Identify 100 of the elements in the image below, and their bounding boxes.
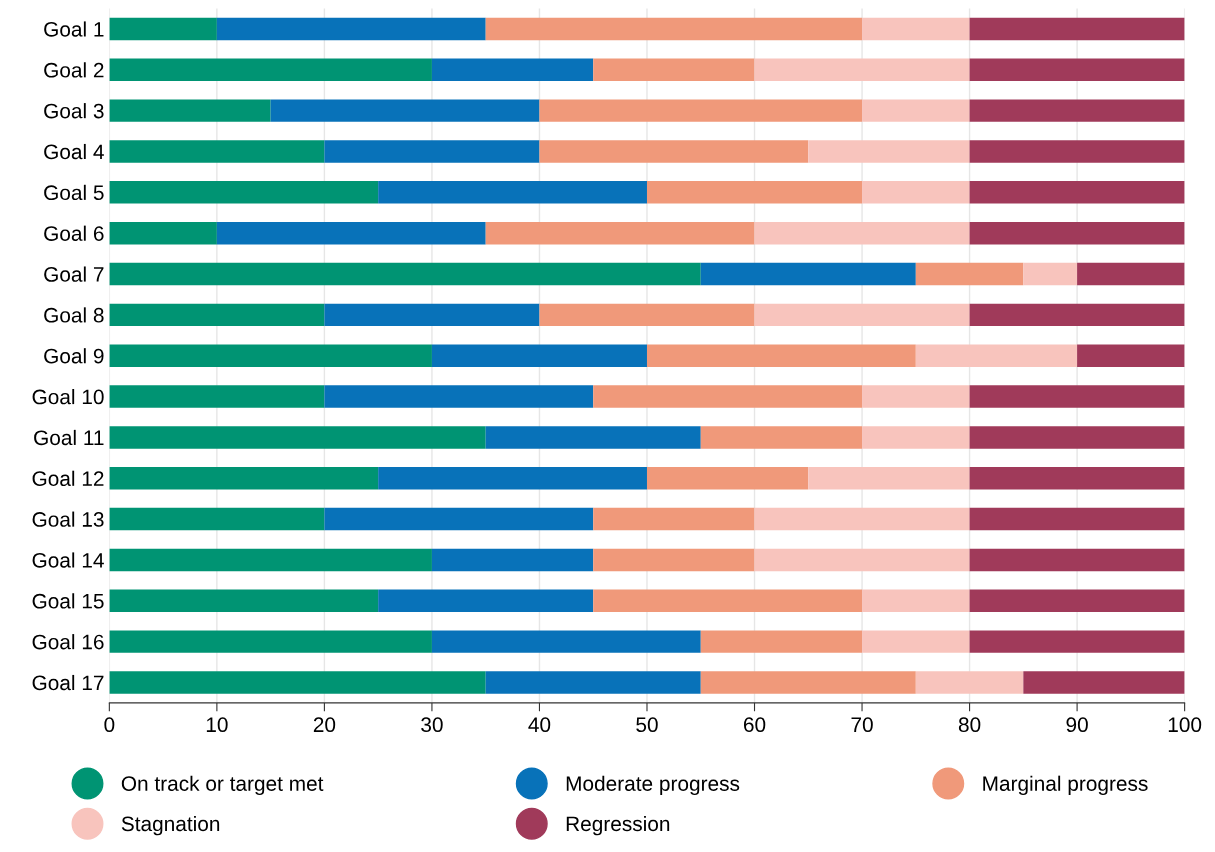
y-tick-label: Goal 10 xyxy=(32,389,104,405)
bar xyxy=(969,99,1185,122)
y-tick-label: Goal 13 xyxy=(32,511,104,527)
bar xyxy=(431,344,647,367)
bar xyxy=(969,507,1185,531)
bar xyxy=(969,630,1185,653)
bar xyxy=(539,140,809,163)
bar xyxy=(969,181,1185,204)
legend-label: Marginal progress xyxy=(983,775,1148,796)
bar xyxy=(969,467,1185,490)
bar xyxy=(1077,344,1185,367)
bar xyxy=(485,426,701,449)
bar xyxy=(109,630,432,653)
x-tick-label: 80 xyxy=(958,717,981,733)
bar xyxy=(431,58,594,82)
bar xyxy=(1023,262,1078,286)
bar xyxy=(862,99,970,122)
bar xyxy=(700,426,863,449)
bar xyxy=(109,589,379,613)
x-tick-label: 20 xyxy=(313,717,336,733)
bar xyxy=(431,630,701,653)
x-tick-label: 30 xyxy=(421,717,443,733)
bar xyxy=(485,221,755,245)
legend-label: Stagnation xyxy=(121,815,220,836)
bar xyxy=(862,385,970,408)
bar xyxy=(324,385,594,408)
bar xyxy=(969,385,1185,408)
bar xyxy=(378,589,594,613)
bar xyxy=(485,17,863,41)
x-tick-label: 50 xyxy=(636,717,658,733)
bar xyxy=(915,344,1078,367)
bar xyxy=(593,385,863,408)
y-tick-label: Goal 1 xyxy=(44,21,104,37)
bar xyxy=(754,221,970,245)
bar xyxy=(969,426,1185,449)
bar xyxy=(808,140,970,163)
bar xyxy=(216,17,486,41)
bar xyxy=(646,467,809,490)
legend-label: Moderate progress xyxy=(566,775,740,796)
bar xyxy=(378,467,647,490)
bar xyxy=(808,467,970,490)
bar xyxy=(109,426,486,449)
bar xyxy=(969,221,1185,245)
y-tick-label: Goal 7 xyxy=(44,266,104,282)
bar xyxy=(593,58,755,82)
bar xyxy=(969,548,1185,572)
bar xyxy=(109,262,701,286)
x-tick-label: 70 xyxy=(851,717,873,733)
bar xyxy=(862,589,970,613)
bar xyxy=(700,630,863,653)
bar xyxy=(754,507,970,531)
bar xyxy=(109,548,432,572)
y-tick-label: Goal 12 xyxy=(32,470,104,486)
bar xyxy=(109,344,432,367)
bar xyxy=(324,303,540,327)
bar xyxy=(1023,671,1185,694)
bar xyxy=(109,99,271,122)
bar xyxy=(862,17,970,41)
bar xyxy=(969,17,1185,41)
bar xyxy=(109,17,217,41)
x-tick-label: 100 xyxy=(1168,717,1202,733)
y-tick-label: Goal 15 xyxy=(32,593,104,609)
y-tick-label: Goal 9 xyxy=(44,348,104,364)
bar xyxy=(969,303,1185,327)
bar xyxy=(539,303,755,327)
bar xyxy=(593,589,863,613)
bar xyxy=(324,507,594,531)
y-tick-label: Goal 6 xyxy=(44,225,104,241)
bar xyxy=(1077,262,1185,286)
bar xyxy=(862,181,970,204)
bar xyxy=(431,548,594,572)
bar xyxy=(270,99,540,122)
bar xyxy=(754,303,970,327)
bar xyxy=(109,303,325,327)
bar xyxy=(700,262,916,286)
bar xyxy=(862,426,970,449)
y-tick-label: Goal 11 xyxy=(34,429,104,446)
x-tick-label: 40 xyxy=(528,717,551,733)
y-tick-label: Goal 14 xyxy=(32,552,104,568)
bar xyxy=(969,589,1185,613)
bar xyxy=(754,548,970,572)
bar xyxy=(593,507,755,531)
legend-label: On track or target met xyxy=(121,775,324,796)
bar xyxy=(969,58,1185,82)
bar xyxy=(109,671,486,694)
y-tick-label: Goal 2 xyxy=(44,62,104,78)
y-tick-label: Goal 8 xyxy=(44,307,104,323)
bar xyxy=(915,671,1024,694)
bar xyxy=(646,181,863,204)
bar xyxy=(593,548,755,572)
bar xyxy=(109,181,379,204)
x-tick-label: 0 xyxy=(104,717,115,733)
bar xyxy=(109,140,325,163)
bar xyxy=(109,507,325,531)
bar xyxy=(324,140,540,163)
bar xyxy=(862,630,970,653)
bar xyxy=(915,262,1024,286)
bar xyxy=(109,467,379,490)
bar xyxy=(646,344,916,367)
bar xyxy=(378,181,647,204)
